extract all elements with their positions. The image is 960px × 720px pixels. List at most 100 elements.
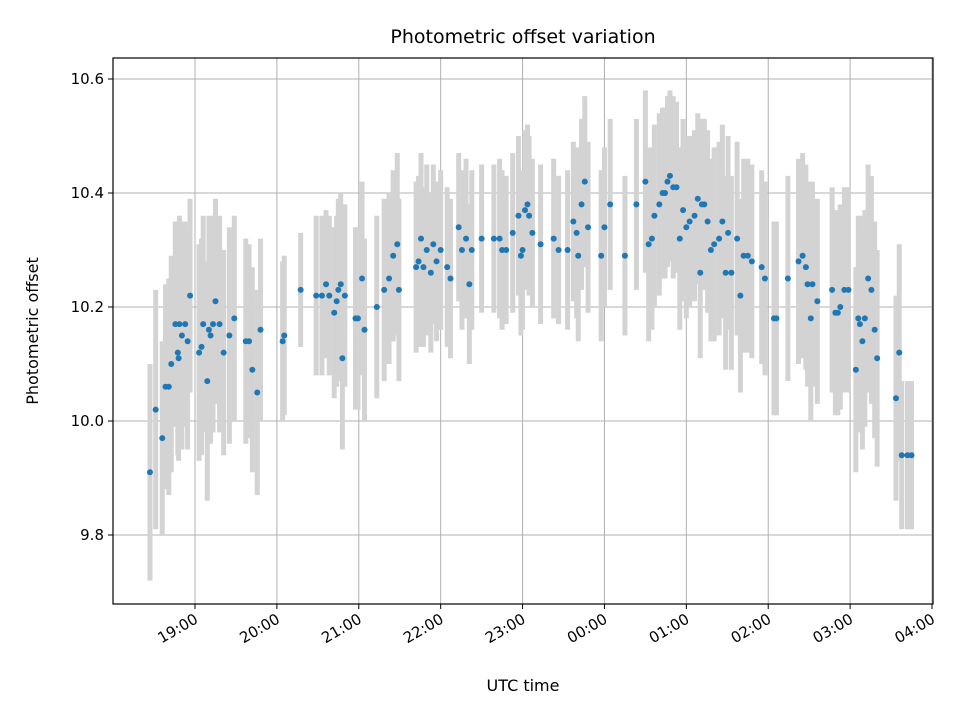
x-axis-label: UTC time xyxy=(487,676,560,695)
data-point xyxy=(680,207,687,214)
data-point xyxy=(204,378,211,385)
data-point xyxy=(257,326,264,333)
data-point xyxy=(722,269,729,276)
data-point xyxy=(323,281,330,288)
data-point xyxy=(226,332,233,339)
data-point xyxy=(642,178,649,185)
data-point xyxy=(550,235,557,242)
data-point xyxy=(359,275,366,282)
data-point xyxy=(694,195,701,202)
data-point xyxy=(468,247,475,253)
data-point xyxy=(478,235,485,242)
data-point xyxy=(447,275,454,282)
data-point xyxy=(463,235,470,242)
data-point xyxy=(395,286,402,293)
x-tick-label: 00:00 xyxy=(564,610,610,647)
data-point xyxy=(673,184,680,191)
data-point xyxy=(146,469,153,476)
data-point xyxy=(719,218,726,225)
data-point xyxy=(837,304,844,310)
data-point xyxy=(318,292,325,299)
data-point xyxy=(444,264,451,271)
data-point xyxy=(386,275,393,282)
x-tick-label: 04:00 xyxy=(892,610,938,647)
data-point xyxy=(898,452,905,459)
data-point xyxy=(861,315,868,322)
y-tick-label: 10.2 xyxy=(71,298,104,316)
x-tick-label: 23:00 xyxy=(482,610,528,647)
data-point xyxy=(829,286,836,293)
data-point xyxy=(522,207,529,214)
data-point xyxy=(734,235,741,242)
data-point xyxy=(200,321,207,328)
data-point xyxy=(651,212,658,219)
data-point xyxy=(519,247,526,253)
x-tick-label: 03:00 xyxy=(810,610,856,647)
x-tick-label: 22:00 xyxy=(400,610,446,647)
data-point xyxy=(570,218,577,225)
data-point xyxy=(187,292,194,299)
data-point xyxy=(799,252,806,259)
data-point xyxy=(814,298,821,305)
data-point xyxy=(725,229,732,236)
y-tick-label: 10.0 xyxy=(71,412,104,430)
data-point xyxy=(529,229,536,236)
data-point xyxy=(711,241,718,248)
data-point xyxy=(361,326,368,333)
data-point xyxy=(231,315,238,322)
data-point xyxy=(437,247,444,253)
data-point xyxy=(633,201,640,208)
data-point xyxy=(339,355,346,362)
x-tick-label: 20:00 xyxy=(236,610,282,647)
data-point xyxy=(892,395,899,402)
data-point xyxy=(390,252,397,259)
data-point xyxy=(852,366,859,373)
data-point xyxy=(503,247,510,253)
data-points xyxy=(146,172,915,476)
data-point xyxy=(455,224,462,231)
data-point xyxy=(564,247,571,253)
data-point xyxy=(394,241,401,248)
data-point xyxy=(313,292,320,299)
data-point xyxy=(868,286,875,293)
data-point xyxy=(874,355,881,362)
data-point xyxy=(607,201,614,208)
data-point xyxy=(581,178,588,185)
data-point xyxy=(458,247,465,253)
data-point xyxy=(707,247,714,253)
data-point xyxy=(517,252,524,259)
data-point xyxy=(418,235,425,242)
data-point xyxy=(152,406,159,413)
data-point xyxy=(807,315,814,322)
x-tick-label: 21:00 xyxy=(318,610,364,647)
data-point xyxy=(420,264,427,271)
y-tick-label: 10.4 xyxy=(71,184,104,202)
data-point xyxy=(184,338,191,345)
data-point xyxy=(297,286,304,293)
data-point xyxy=(748,258,755,265)
data-point xyxy=(856,321,863,328)
data-point xyxy=(664,178,671,185)
data-point xyxy=(578,201,585,208)
data-point xyxy=(281,332,288,339)
data-point xyxy=(415,258,422,265)
data-point xyxy=(326,292,333,299)
data-point xyxy=(575,252,582,259)
data-point xyxy=(381,286,388,293)
data-point xyxy=(216,321,223,328)
data-point xyxy=(908,452,915,459)
data-point xyxy=(524,201,531,208)
data-point xyxy=(175,355,182,362)
data-point xyxy=(761,275,768,282)
data-point xyxy=(784,275,791,282)
data-point xyxy=(174,349,181,356)
data-point xyxy=(526,212,533,219)
data-point xyxy=(423,247,430,253)
data-point xyxy=(249,366,256,373)
data-point xyxy=(683,224,690,231)
y-tick-label: 10.6 xyxy=(71,70,104,88)
data-point xyxy=(413,264,420,271)
data-point xyxy=(585,224,592,231)
data-point xyxy=(686,218,693,225)
